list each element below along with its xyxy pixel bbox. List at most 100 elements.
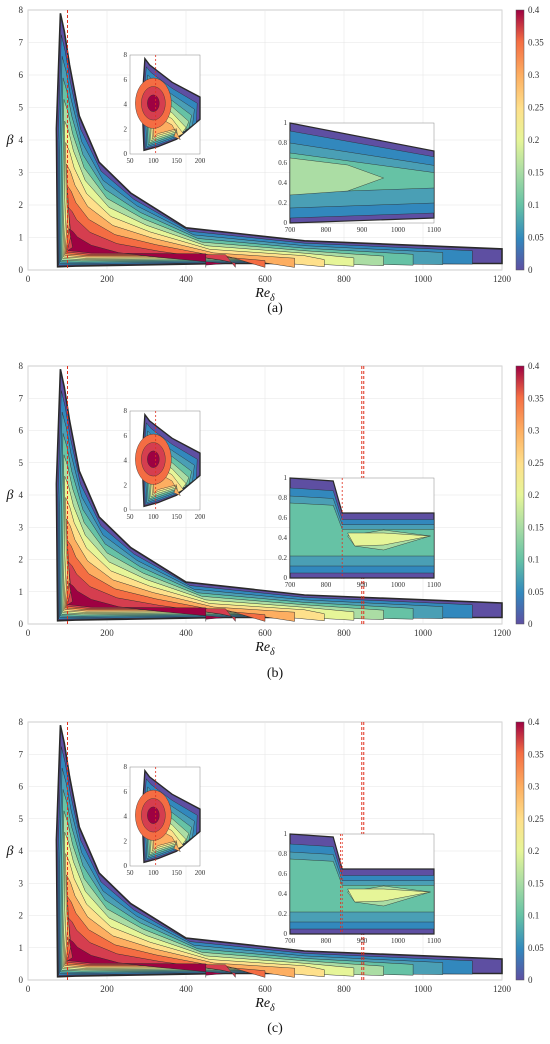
colorbar [515,9,525,271]
inset-contour [347,888,431,903]
panel-caption: (a) [267,301,283,316]
inset-y-tick: 8 [124,763,128,771]
y-tick-label: 6 [19,426,24,436]
inset-x-tick: 800 [321,581,332,589]
inset-x-tick: 100 [148,869,159,877]
x-tick-label: 600 [258,274,272,284]
colorbar-tick-label: 0.25 [528,458,544,468]
y-tick-label: 1 [19,943,24,953]
x-axis-subscript: δ [270,647,275,658]
y-tick-label: 7 [19,38,24,48]
y-tick-label: 3 [19,878,24,888]
inset-y-tick: 0.2 [278,199,287,207]
colorbar-tick-label: 0.05 [528,587,544,597]
inset-x-tick: 200 [195,513,206,521]
x-tick-label: 1000 [414,274,433,284]
inset-x-tick: 150 [171,157,182,165]
colorbar-tick-label: 0.25 [528,814,544,824]
colorbar-tick-label: 0.2 [528,846,539,856]
colorbar [515,721,525,981]
inset-high-re: 700 800 900 1000 1100 0 0.2 0.4 0.6 0.8 1 [278,474,441,589]
x-tick-label: 1200 [493,628,512,638]
colorbar-tick-label: 0.2 [528,135,539,145]
inset-x-tick: 1100 [427,226,441,234]
inset-contour [147,450,160,468]
y-tick-label: 5 [19,103,24,113]
inset-y-tick: 4 [124,813,128,821]
colorbar-tick-label: 0.1 [528,200,539,210]
colorbar-tick-label: 0 [528,265,533,275]
x-axis-label: Reδ [254,640,275,658]
inset-y-tick: 8 [124,407,128,415]
inset-y-tick: 4 [124,457,128,465]
colorbar-tick-label: 0.35 [528,38,544,48]
y-tick-label: 7 [19,393,24,403]
inset-x-tick: 50 [127,513,135,521]
inset-y-tick: 0 [284,930,288,938]
y-tick-label: 5 [19,814,24,824]
inset-y-tick: 0 [124,862,128,870]
inset-y-tick: 2 [124,837,128,845]
x-tick-label: 600 [258,628,272,638]
x-axis-label: Reδ [254,286,275,304]
inset-y-tick: 6 [124,788,128,796]
inset-y-tick: 1 [284,474,288,482]
y-axis-label: β [6,488,14,503]
inset-contour [147,94,160,112]
inset-y-tick: 0 [124,150,128,158]
y-tick-label: 8 [19,717,24,727]
inset-y-tick: 0 [124,506,128,514]
inset-y-tick: 2 [124,481,128,489]
inset-low-re: 50 100 150 200 0 2 4 6 8 [124,51,206,165]
x-axis-label: Reδ [254,996,275,1014]
colorbar-tick-label: 0.35 [528,749,544,759]
inset-y-tick: 0.4 [278,534,287,542]
inset-x-tick: 1000 [391,226,406,234]
y-tick-label: 4 [19,490,24,500]
inset-y-tick: 0.2 [278,554,287,562]
colorbar-tick-label: 0.1 [528,911,539,921]
inset-x-tick: 200 [195,157,206,165]
colorbar-tick-label: 0.3 [528,426,540,436]
inset-x-tick: 150 [171,513,182,521]
y-tick-label: 6 [19,70,24,80]
inset-x-tick: 1100 [427,581,441,589]
inset-x-tick: 1100 [427,937,441,945]
inset-y-tick: 0.4 [278,179,287,187]
inset-y-tick: 0.6 [278,514,287,522]
inset-contour [347,532,431,547]
inset-y-tick: 2 [124,125,128,133]
x-tick-label: 200 [100,274,114,284]
inset-x-tick: 800 [321,226,332,234]
x-tick-label: 1000 [414,628,433,638]
inset-x-tick: 150 [171,869,182,877]
inset-y-tick: 0.6 [278,159,287,167]
inset-x-tick: 700 [285,226,296,234]
x-tick-label: 400 [179,274,193,284]
x-tick-label: 200 [100,984,114,994]
colorbar-tick-label: 0.15 [528,878,544,888]
inset-low-re: 50 100 150 200 0 2 4 6 8 [124,763,206,877]
x-axis-subscript: δ [270,293,275,304]
y-tick-label: 4 [19,135,24,145]
colorbar-tick-label: 0.05 [528,943,544,953]
colorbar-tick-label: 0.25 [528,103,544,113]
inset-x-tick: 100 [148,157,159,165]
inset-y-tick: 0.4 [278,890,287,898]
inset-y-tick: 4 [124,101,128,109]
colorbar-tick-label: 0.05 [528,233,544,243]
inset-contour [147,806,160,824]
panel-caption: (b) [267,666,284,681]
y-tick-label: 3 [19,522,24,532]
y-tick-label: 2 [19,911,24,921]
inset-x-tick: 1000 [391,937,406,945]
inset-y-tick: 6 [124,76,128,84]
y-tick-label: 8 [19,5,24,15]
inset-y-tick: 0 [284,574,288,582]
x-tick-label: 600 [258,984,272,994]
inset-x-tick: 1000 [391,581,406,589]
